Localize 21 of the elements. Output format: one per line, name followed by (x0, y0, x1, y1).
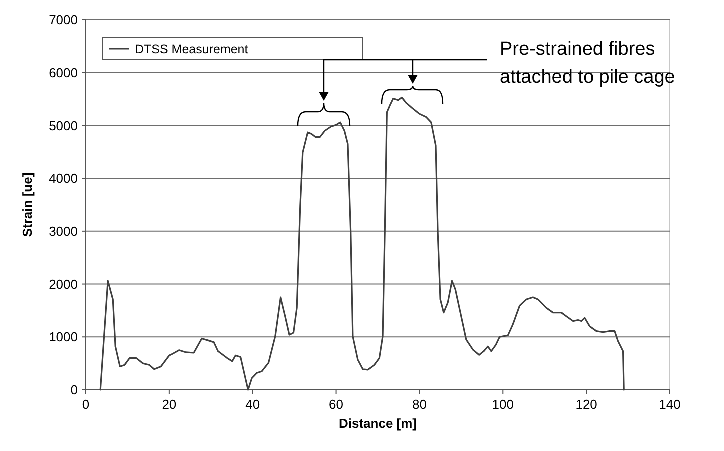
legend-label: DTSS Measurement (135, 42, 249, 56)
x-tick-label: 120 (576, 397, 598, 412)
y-tick-label: 7000 (49, 12, 78, 28)
x-tick-label: 60 (329, 397, 344, 412)
y-axis-title: Strain [ue] (20, 172, 35, 238)
x-tick-label: 100 (492, 397, 514, 412)
y-tick-label: 0 (70, 382, 78, 398)
y-tick-label: 5000 (49, 118, 78, 134)
y-tick-label: 2000 (49, 276, 78, 292)
y-tick-label: 6000 (49, 65, 78, 80)
annotation: Pre-strained fibres attached to pile cage (500, 39, 676, 88)
x-tick-label: 0 (82, 397, 90, 412)
y-tick-label: 1000 (49, 330, 78, 345)
y-tick-label: 3000 (49, 224, 78, 239)
x-tick-label: 140 (659, 397, 681, 412)
y-tick-label: 4000 (49, 171, 78, 186)
x-tick-label: 20 (162, 397, 177, 412)
x-tick-label: 80 (412, 397, 427, 412)
line-series (100, 96, 625, 391)
x-tick-label: 40 (246, 397, 260, 412)
x-axis-title: Distance [m] (338, 416, 418, 431)
